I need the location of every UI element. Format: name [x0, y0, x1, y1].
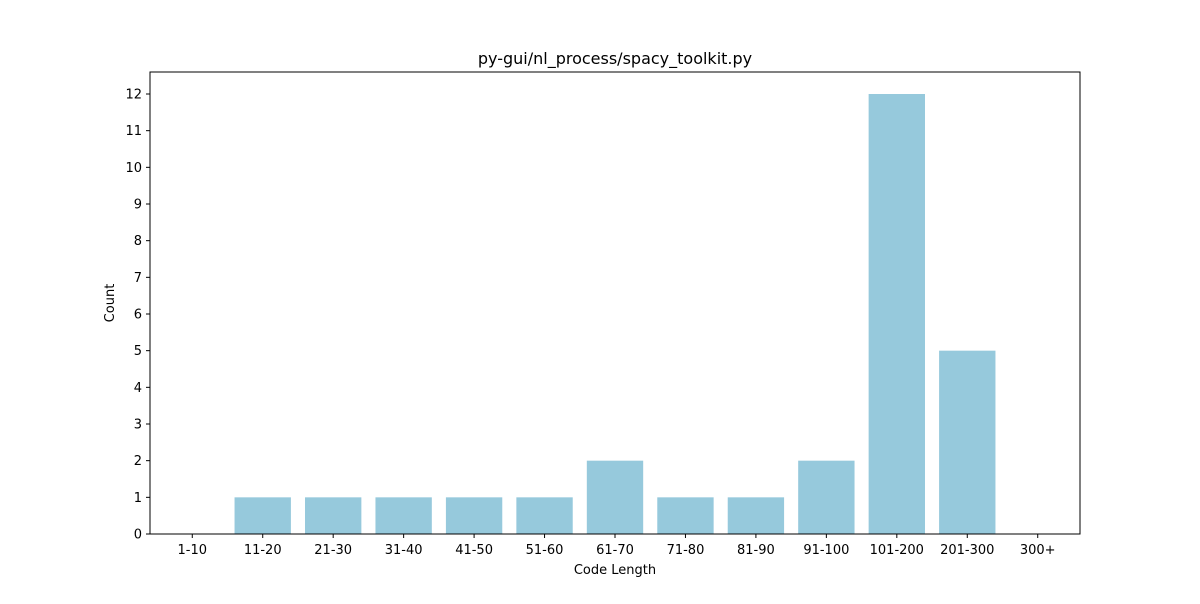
x-axis-ticks: 1-10 11-20 21-30 31-40 41-50 51-60 61-70 71-80 8… — [178, 534, 1056, 558]
y-tick-label: 1 — [134, 491, 142, 506]
y-tick-label: 8 — [134, 234, 142, 249]
bar-61-70 — [586, 460, 644, 534]
x-tick-label: 71-80 — [667, 543, 705, 558]
y-tick-label: 4 — [134, 381, 142, 396]
y-tick-label: 12 — [125, 88, 142, 103]
bar-71-80 — [657, 497, 714, 534]
x-tick-label: 51-60 — [526, 543, 564, 558]
x-tick-label: 201-300 — [940, 543, 994, 558]
x-tick-label: 1-10 — [178, 543, 208, 558]
bar-51-60 — [516, 497, 573, 534]
x-tick-label: 21-30 — [314, 543, 352, 558]
y-tick-label: 11 — [125, 124, 142, 139]
x-tick-label: 41-50 — [455, 543, 493, 558]
bar-91-100 — [798, 460, 855, 534]
y-tick-label: 5 — [134, 344, 142, 359]
x-tick-label: 61-70 — [596, 543, 634, 558]
bar-11-20 — [234, 497, 291, 534]
plot-frame — [149, 71, 1081, 535]
bar-31-40 — [375, 497, 432, 534]
y-tick-label: 7 — [134, 271, 142, 286]
y-tick-label: 3 — [134, 418, 142, 433]
x-tick-label: 91-100 — [803, 543, 849, 558]
bar-101-200 — [868, 94, 925, 534]
bar-21-30 — [305, 497, 362, 534]
bar-81-90 — [727, 497, 785, 534]
y-tick-label: 9 — [134, 198, 142, 213]
x-tick-label: 31-40 — [385, 543, 423, 558]
x-tick-label: 81-90 — [737, 543, 775, 558]
y-tick-label: 2 — [134, 454, 142, 469]
x-tick-label: 300+ — [1020, 543, 1056, 558]
x-axis-label: Code Length — [574, 563, 656, 578]
bar-41-50 — [445, 497, 503, 534]
bars-group — [234, 94, 996, 534]
y-tick-label: 0 — [134, 528, 142, 543]
y-axis-label: Count — [103, 284, 118, 323]
x-tick-label: 11-20 — [244, 543, 282, 558]
x-tick-label: 101-200 — [870, 543, 924, 558]
y-tick-label: 10 — [125, 161, 142, 176]
bar-201-300 — [939, 350, 996, 534]
chart-title: py-gui/nl_process/spacy_toolkit.py — [478, 49, 752, 69]
y-tick-label: 6 — [134, 308, 142, 323]
